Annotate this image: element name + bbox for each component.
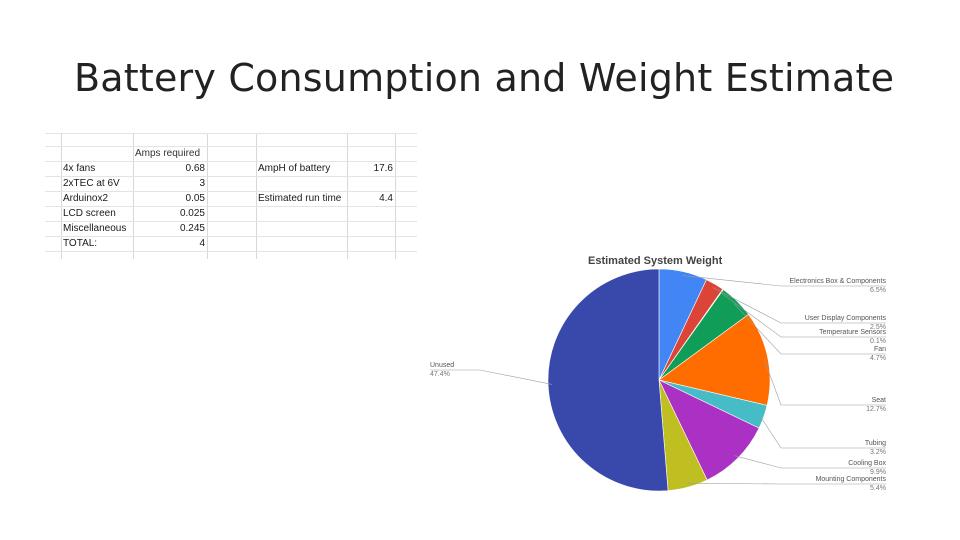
total-value: 4 xyxy=(199,238,205,249)
row-value: 0.025 xyxy=(179,208,205,219)
row-value: 0.68 xyxy=(185,163,205,174)
row-label: LCD screen xyxy=(63,208,116,219)
slice-name-label: Tubing xyxy=(865,440,886,447)
chart-title: Estimated System Weight xyxy=(588,255,723,267)
amps-header: Amps required xyxy=(135,148,201,159)
leader-line xyxy=(712,287,886,324)
battery-amph-label: AmpH of battery xyxy=(258,163,331,174)
row-label: Miscellaneous xyxy=(63,223,127,234)
leader-line xyxy=(686,483,886,485)
leader-line xyxy=(759,415,886,449)
battery-amph-value: 17.6 xyxy=(373,163,393,174)
slice-percent-label: 4.7% xyxy=(870,355,886,362)
slice-percent-label: 12.7% xyxy=(866,406,886,413)
pie-slice-cooling-box xyxy=(658,379,760,481)
slice-percent-label: 9.9% xyxy=(870,469,886,476)
slice-name-label: Mounting Components xyxy=(816,476,887,483)
row-value: 0.05 xyxy=(185,193,205,204)
slice-name-label: Unused xyxy=(430,362,454,369)
slice-name-label: Cooling Box xyxy=(848,460,886,467)
slice-percent-label: 2.5% xyxy=(870,324,886,331)
leader-line xyxy=(430,369,553,385)
row-value: 3 xyxy=(199,178,205,189)
leader-line xyxy=(763,358,886,406)
slice-name-label: Electronics Box & Components xyxy=(790,278,887,285)
row-label: 2xTEC at 6V xyxy=(63,178,120,189)
run-time-value: 4.4 xyxy=(379,193,393,204)
slice-name-label: User Display Components xyxy=(805,315,887,322)
row-label: Arduinox2 xyxy=(63,193,109,204)
leader-line xyxy=(682,275,886,287)
total-label: TOTAL: xyxy=(63,238,98,249)
slice-name-label: Temperature Sensors xyxy=(819,329,886,336)
leader-line xyxy=(733,303,886,355)
leader-line xyxy=(734,455,886,469)
slice-percent-label: 5.4% xyxy=(870,485,886,492)
slice-percent-label: 3.2% xyxy=(870,449,886,456)
slice-percent-label: 47.4% xyxy=(430,371,450,378)
run-time-label: Estimated run time xyxy=(258,193,342,204)
pie-slice-seat xyxy=(658,313,771,406)
amps-spreadsheet: Amps required 4x fans 0.68 2xTEC at 6V 3… xyxy=(45,133,417,259)
row-value: 0.245 xyxy=(179,223,205,234)
slice-name-label: Fan xyxy=(874,346,886,353)
slide-title: Battery Consumption and Weight Estimate xyxy=(74,56,895,100)
slice-percent-label: 6.5% xyxy=(870,287,886,294)
weight-pie-chart: Estimated System Weight Electronics Box … xyxy=(430,255,887,492)
leader-line xyxy=(720,292,886,338)
slice-name-label: Seat xyxy=(872,397,886,404)
slice-percent-label: 0.1% xyxy=(870,338,886,345)
row-label: 4x fans xyxy=(63,163,96,174)
pie-slice-unused xyxy=(547,268,669,492)
